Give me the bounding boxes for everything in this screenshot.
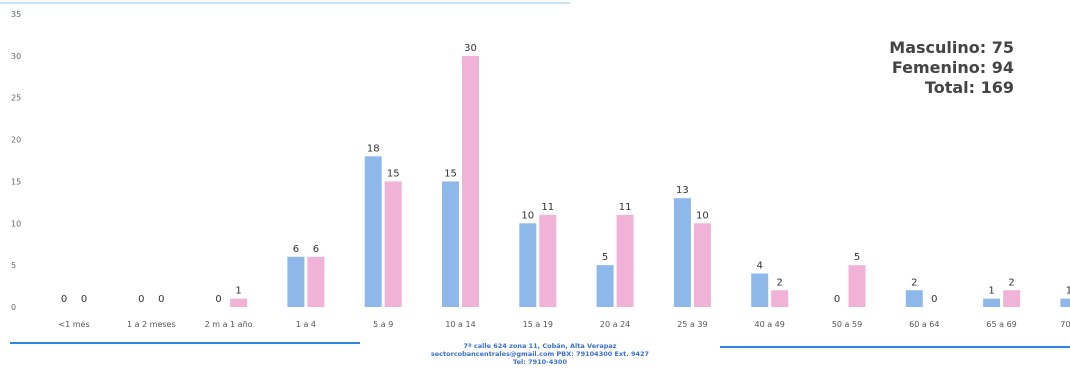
x-tick-label: 25 a 39 [677, 320, 707, 329]
totals-summary: Masculino: 75 Femenino: 94 Total: 169 [889, 38, 1014, 98]
bar-femenino-8 [693, 223, 711, 307]
data-label: 0 [215, 294, 221, 305]
bar-masculino-12 [983, 298, 1001, 307]
y-axis: 0 5 10 15 20 25 30 35 [11, 10, 21, 312]
data-label: 0 [158, 294, 164, 305]
y-tick-label: 0 [11, 303, 16, 312]
data-label: 10 [696, 210, 709, 221]
data-label: 15 [387, 168, 400, 179]
data-label: 2 [777, 277, 783, 288]
x-axis: <1 mes 1 a 2 meses 2 m a 1 año 1 a 4 5 a 9 10… [58, 320, 1070, 329]
femenino-total: Femenino: 94 [891, 58, 1014, 77]
x-tick-label: 2 m a 1 año [205, 320, 253, 329]
data-labels: 0000016618151530101151113104205201211 [61, 43, 1070, 305]
bar-masculino-13 [1060, 298, 1070, 307]
masculino-total: Masculino: 75 [889, 38, 1014, 57]
bar-femenino-5 [462, 55, 479, 307]
x-tick-label: 15 a 19 [523, 320, 553, 329]
data-label: 0 [138, 294, 144, 305]
x-tick-label: 50 a 59 [832, 320, 862, 329]
bar-masculino-7 [596, 265, 614, 307]
data-label: 11 [619, 202, 632, 213]
bar-femenino-7 [616, 214, 634, 307]
data-label: 11 [541, 202, 554, 213]
data-label: 2 [911, 277, 917, 288]
data-label: 5 [602, 252, 608, 263]
y-tick-label: 20 [11, 136, 21, 145]
y-tick-label: 25 [11, 94, 21, 103]
bar-femenino-3 [307, 256, 325, 307]
data-label: 18 [367, 143, 380, 154]
data-label: 6 [293, 244, 299, 255]
data-label: 1 [1066, 286, 1070, 297]
data-label: 0 [834, 294, 840, 305]
x-tick-label: 60 a 64 [909, 320, 939, 329]
data-label: 10 [521, 210, 534, 221]
bar-femenino-2 [230, 298, 248, 307]
bar-masculino-9 [751, 273, 769, 307]
grand-total: Total: 169 [924, 78, 1014, 97]
bars [230, 55, 1070, 307]
data-label: 0 [931, 294, 937, 305]
bar-femenino-12 [1003, 290, 1021, 307]
x-tick-label: 70 a mas [1060, 320, 1070, 329]
y-tick-label: 30 [11, 52, 21, 61]
data-label: 0 [61, 294, 67, 305]
x-tick-label: 10 a 14 [445, 320, 475, 329]
x-tick-label: 20 a 24 [600, 320, 630, 329]
x-tick-label: 1 a 4 [296, 320, 316, 329]
footer-line-address: 7ª calle 624 zona 11, Cobán, Alta Verapa… [463, 342, 617, 350]
bar-femenino-10 [848, 265, 866, 307]
footer-line-phone: Tel: 7910-4300 [513, 358, 567, 366]
data-label: 2 [1008, 277, 1014, 288]
bar-masculino-5 [442, 181, 459, 307]
data-label: 30 [464, 43, 477, 54]
x-tick-label: 5 a 9 [373, 320, 393, 329]
y-tick-label: 35 [11, 10, 21, 19]
x-tick-label: 1 a 2 meses [127, 320, 176, 329]
x-tick-label: 65 a 69 [986, 320, 1016, 329]
bar-masculino-4 [364, 156, 382, 307]
bar-femenino-4 [384, 181, 402, 307]
y-tick-label: 10 [11, 219, 21, 228]
bar-masculino-6 [519, 223, 537, 307]
data-label: 5 [854, 252, 860, 263]
bar-masculino-11 [905, 290, 923, 307]
bar-femenino-9 [771, 290, 789, 307]
data-label: 1 [988, 286, 994, 297]
data-label: 1 [235, 286, 241, 297]
footer-address: 7ª calle 624 zona 11, Cobán, Alta Verapa… [330, 342, 750, 366]
x-tick-label: <1 mes [58, 320, 89, 329]
y-tick-label: 5 [11, 261, 16, 270]
data-label: 6 [313, 244, 319, 255]
bar-masculino-3 [287, 256, 305, 307]
data-label: 13 [676, 185, 689, 196]
y-tick-label: 15 [11, 177, 21, 186]
data-label: 4 [757, 261, 763, 272]
data-label: 0 [81, 294, 87, 305]
data-label: 15 [444, 168, 457, 179]
bar-masculino-8 [673, 198, 691, 307]
footer-line-email: sectorcobancentrales@gmail.com PBX: 7910… [430, 350, 650, 358]
bar-femenino-6 [539, 214, 557, 307]
x-tick-label: 40 a 49 [755, 320, 785, 329]
